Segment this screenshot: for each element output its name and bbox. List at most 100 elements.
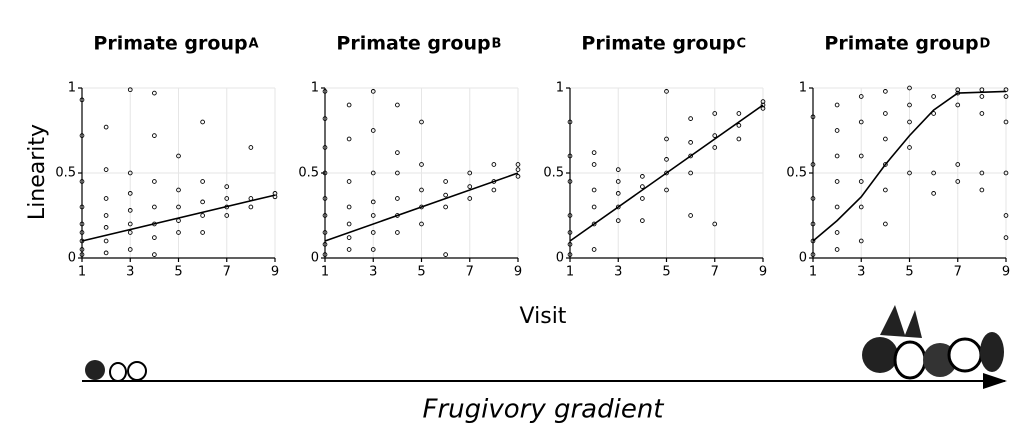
- y-tick-label: 0: [68, 251, 76, 266]
- y-axis-label: Linearity: [25, 124, 50, 220]
- data-point: [347, 248, 351, 252]
- fruit-icons-large: [862, 305, 1004, 378]
- data-point: [835, 103, 839, 107]
- panel-title: Primate group: [93, 33, 247, 55]
- panel-title: Primate group: [824, 33, 978, 55]
- data-point: [347, 103, 351, 107]
- y-tick-label: 0.5: [786, 166, 807, 181]
- data-point: [689, 141, 693, 145]
- panel-label: D: [980, 37, 991, 52]
- y-tick-label: 1: [556, 81, 564, 96]
- data-point: [395, 197, 399, 201]
- data-point: [104, 125, 108, 129]
- data-point: [152, 236, 156, 240]
- data-point: [980, 188, 984, 192]
- data-point: [347, 205, 351, 209]
- data-point: [640, 219, 644, 223]
- data-point: [201, 200, 205, 204]
- x-tick-label: 7: [954, 265, 962, 280]
- y-tick-label: 0: [799, 251, 807, 266]
- gradient-label: Frugivory gradient: [422, 395, 664, 425]
- data-point: [104, 226, 108, 230]
- panel-label: C: [737, 37, 747, 52]
- data-point: [592, 248, 596, 252]
- data-point: [152, 253, 156, 257]
- data-point: [395, 151, 399, 155]
- data-point: [444, 193, 448, 197]
- panel-title: Primate group: [581, 33, 735, 55]
- y-tick-label: 0.5: [298, 166, 319, 181]
- data-point: [492, 188, 496, 192]
- data-point: [152, 91, 156, 95]
- data-point: [835, 154, 839, 158]
- data-point: [592, 163, 596, 167]
- data-point: [104, 168, 108, 172]
- x-tick-label: 3: [857, 265, 865, 280]
- x-tick-label: 5: [174, 265, 182, 280]
- data-point: [201, 231, 205, 235]
- x-tick-label: 1: [78, 265, 86, 280]
- data-point: [395, 231, 399, 235]
- x-tick-label: 9: [271, 265, 279, 280]
- x-tick-label: 9: [759, 265, 767, 280]
- data-point: [932, 95, 936, 99]
- y-tick-label: 1: [68, 81, 76, 96]
- data-point: [640, 185, 644, 189]
- data-point: [201, 214, 205, 218]
- data-point: [104, 197, 108, 201]
- data-point: [104, 214, 108, 218]
- y-tick-label: 0: [556, 251, 564, 266]
- x-tick-label: 5: [905, 265, 913, 280]
- data-point: [835, 248, 839, 252]
- x-axis-label: Visit: [520, 304, 567, 329]
- data-point: [640, 175, 644, 179]
- data-point: [201, 180, 205, 184]
- data-point: [104, 239, 108, 243]
- x-tick-label: 9: [1002, 265, 1010, 280]
- data-point: [592, 151, 596, 155]
- data-point: [932, 192, 936, 196]
- panel-label: A: [249, 37, 259, 52]
- x-tick-label: 5: [417, 265, 425, 280]
- data-point: [883, 137, 887, 141]
- data-point: [737, 124, 741, 128]
- x-tick-label: 3: [369, 265, 377, 280]
- data-point: [444, 180, 448, 184]
- data-point: [492, 163, 496, 167]
- data-point: [883, 90, 887, 94]
- data-point: [347, 137, 351, 141]
- data-point: [395, 103, 399, 107]
- data-point: [835, 231, 839, 235]
- x-tick-label: 9: [514, 265, 522, 280]
- x-tick-label: 7: [466, 265, 474, 280]
- x-tick-label: 7: [223, 265, 231, 280]
- data-point: [444, 205, 448, 209]
- figure: Linearity Visit Frugivory gradient Prima…: [0, 0, 1012, 428]
- data-point: [444, 253, 448, 257]
- x-tick-label: 1: [566, 265, 574, 280]
- y-tick-label: 1: [799, 81, 807, 96]
- data-point: [152, 134, 156, 138]
- data-point: [152, 205, 156, 209]
- data-point: [835, 180, 839, 184]
- data-point: [737, 137, 741, 141]
- data-point: [835, 129, 839, 133]
- data-point: [152, 180, 156, 184]
- x-tick-label: 3: [614, 265, 622, 280]
- data-point: [689, 117, 693, 121]
- data-point: [249, 146, 253, 150]
- data-point: [640, 197, 644, 201]
- panel: Primate groupA00.5113579: [55, 33, 279, 280]
- x-tick-label: 1: [809, 265, 817, 280]
- data-point: [835, 205, 839, 209]
- data-point: [883, 112, 887, 116]
- x-tick-label: 3: [126, 265, 134, 280]
- fruit-icons-small: [85, 360, 146, 381]
- data-point: [980, 95, 984, 99]
- data-point: [980, 112, 984, 116]
- data-point: [249, 205, 253, 209]
- data-point: [201, 120, 205, 124]
